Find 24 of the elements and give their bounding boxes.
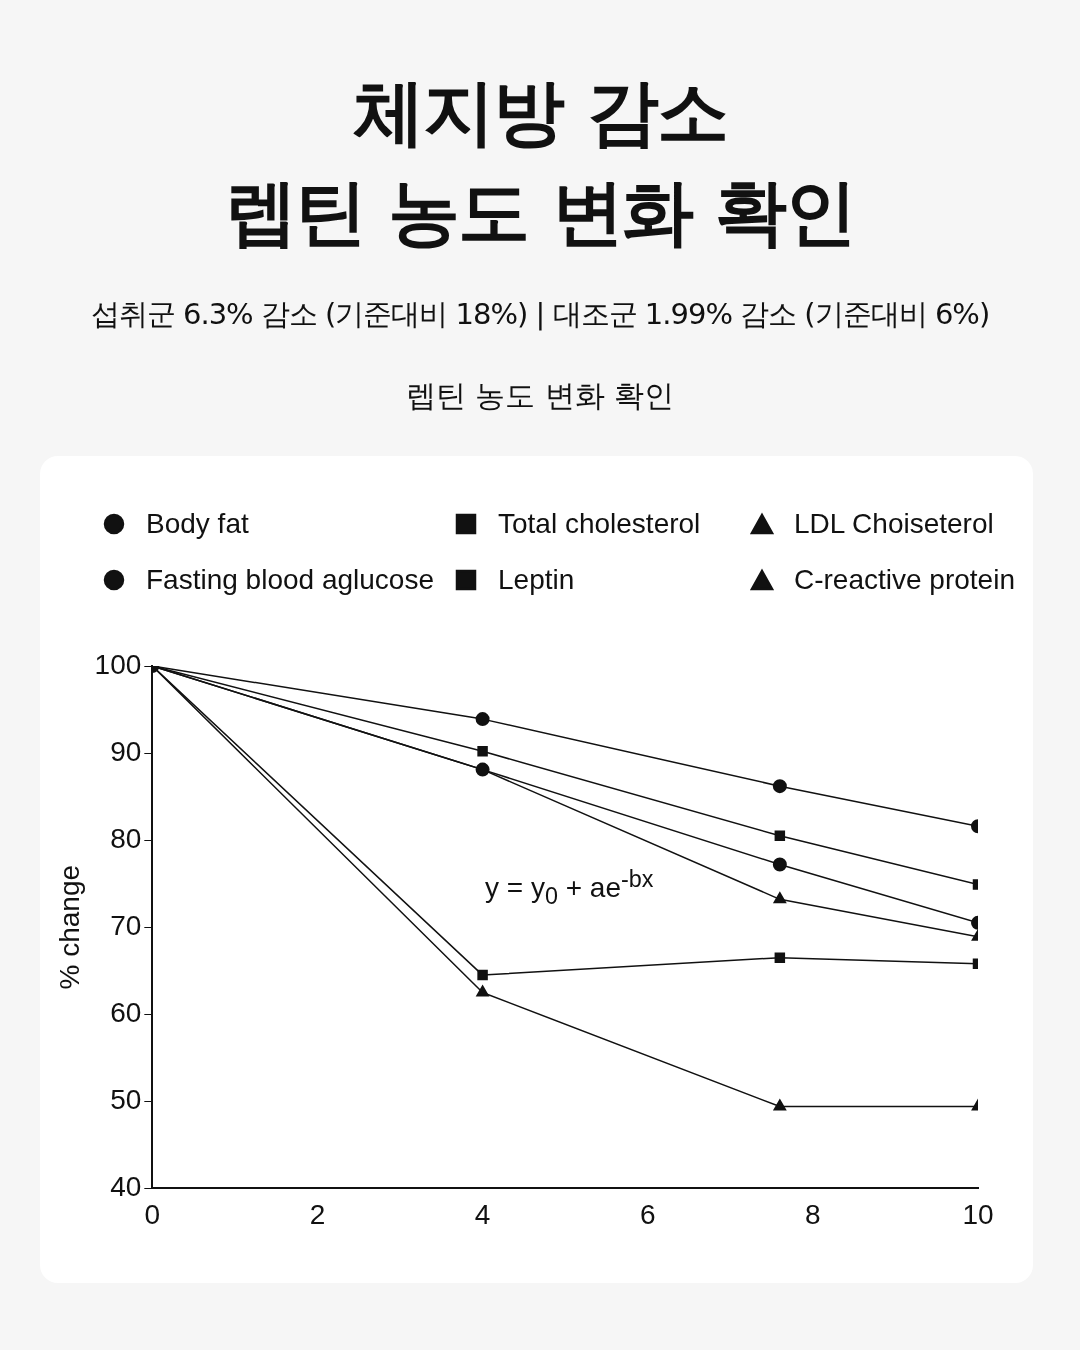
legend-label: Body fat (146, 508, 249, 540)
x-tick-label: 8 (805, 1198, 821, 1230)
x-tick-label: 2 (309, 1198, 326, 1230)
y-axis-title: % change (53, 864, 85, 990)
chart-title: 체지방 감소 렙틴 농도 변화 확인 (224, 69, 856, 256)
y-tick-label: 40 (110, 1171, 142, 1203)
legend-label: Fasting blood aglucose (146, 564, 434, 596)
y-tick-label: 90 (110, 735, 142, 767)
chart-subtitle: 섭취군 6.3% 감소 (기준대비 18%) | 대조군 1.99% 감소 (기준대비 6%) (89, 296, 991, 333)
y-tick-label: 60 (110, 996, 142, 1028)
x-tick-label: 4 (474, 1198, 491, 1230)
annotation: y = y$_{0}$ + ae$^{-bx}$ (485, 866, 654, 910)
legend-label: Leptin (498, 564, 575, 596)
legend-label: LDL Choiseterol (794, 508, 994, 540)
text: 렙틴 농도 변화 확인 (404, 377, 676, 415)
y-tick-label: 80 (110, 822, 142, 854)
x-tick-label: 0 (144, 1198, 161, 1230)
x-tick-label: 10 (962, 1198, 994, 1230)
legend-label: Total cholesterol (498, 508, 701, 540)
x-tick-label: 6 (639, 1198, 656, 1230)
y-tick-label: 100 (94, 648, 142, 680)
y-tick-label: 50 (110, 1084, 142, 1116)
y-tick-label: 70 (110, 909, 142, 941)
legend-label: C-reactive protein (794, 564, 1015, 596)
